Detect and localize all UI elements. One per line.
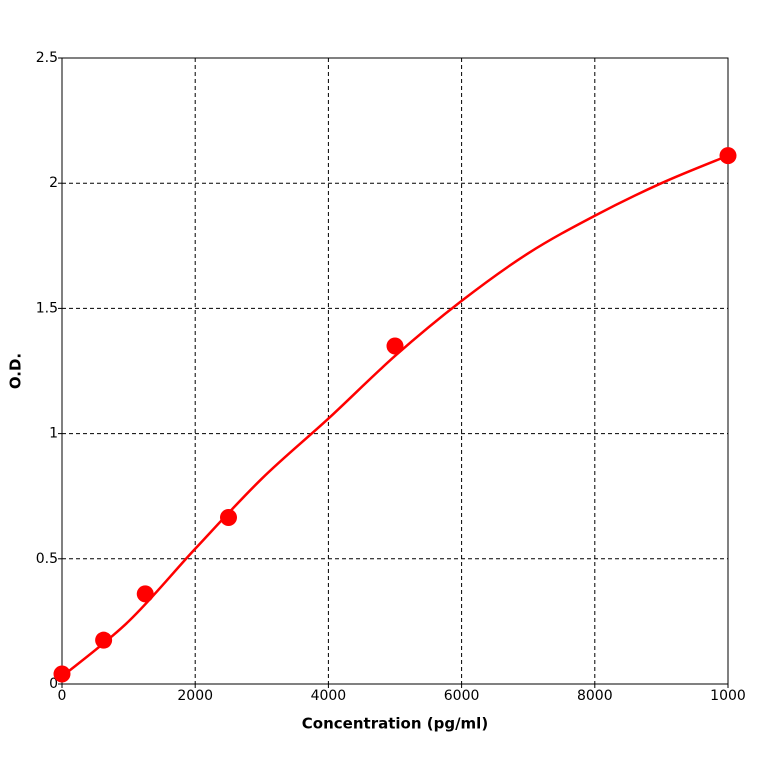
y-tick-label: 1 bbox=[49, 426, 58, 442]
data-point bbox=[220, 508, 237, 526]
y-tick-label: 1.5 bbox=[36, 300, 58, 316]
y-tick-label: 2 bbox=[49, 175, 58, 191]
data-point bbox=[719, 147, 737, 165]
data-point bbox=[95, 631, 113, 649]
x-axis-label: Concentration (pg/ml) bbox=[302, 715, 488, 733]
y-tick-label: 0 bbox=[49, 676, 58, 692]
x-tick-label: 2000 bbox=[177, 688, 213, 704]
x-tick-label: 0 bbox=[58, 688, 67, 704]
x-tick-label: 1000 bbox=[710, 688, 746, 704]
x-tick-label: 6000 bbox=[444, 688, 480, 704]
x-tick-label: 4000 bbox=[311, 688, 347, 704]
data-point bbox=[136, 585, 154, 603]
plot-frame bbox=[61, 57, 729, 685]
data-point bbox=[386, 337, 404, 355]
y-tick-label: 0.5 bbox=[36, 551, 58, 567]
x-tick-label: 8000 bbox=[577, 688, 613, 704]
fit-curve bbox=[61, 154, 729, 678]
data-point bbox=[53, 665, 71, 683]
y-axis-label: O.D. bbox=[7, 353, 25, 389]
y-tick-label: 2.5 bbox=[36, 50, 58, 66]
